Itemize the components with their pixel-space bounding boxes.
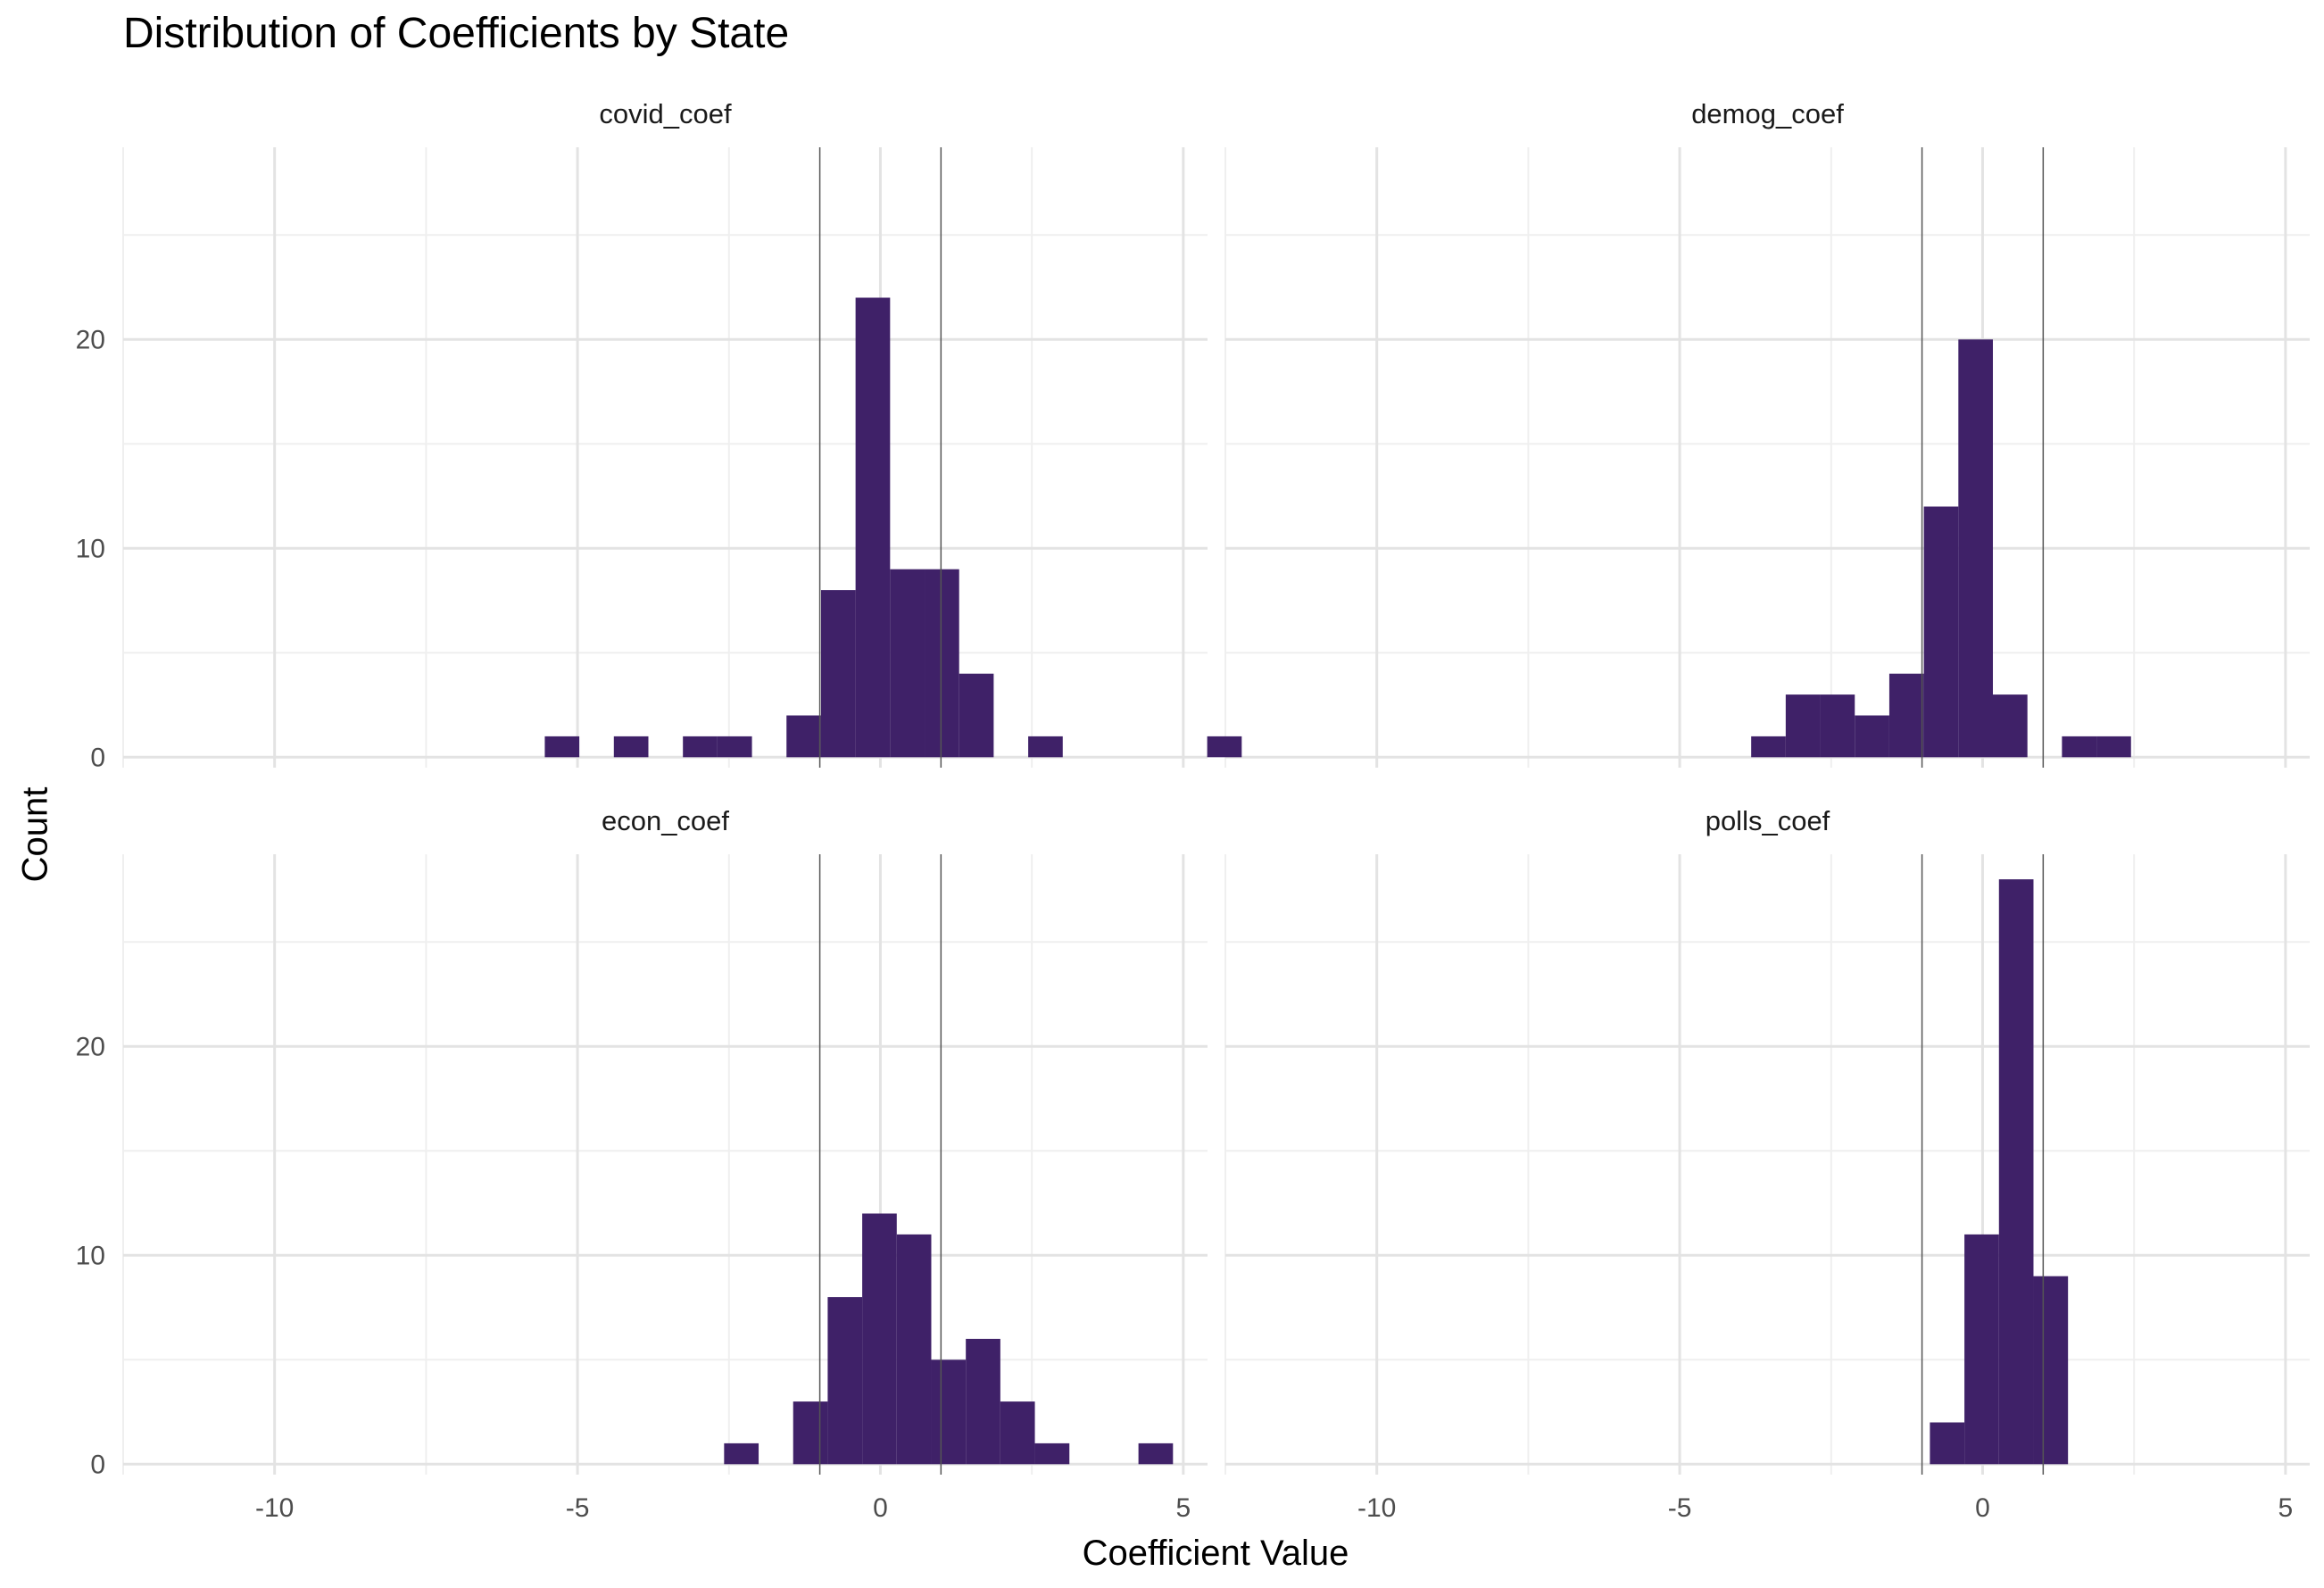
histogram-bar bbox=[2096, 736, 2131, 758]
histogram-bar bbox=[1207, 736, 1242, 758]
y-tick-label: 10 bbox=[76, 534, 105, 563]
histogram-bar bbox=[1958, 339, 1994, 758]
facet-label: demog_coef bbox=[1691, 98, 1844, 129]
histogram-bar bbox=[896, 1234, 932, 1465]
x-tick-label: 0 bbox=[1975, 1493, 1990, 1523]
y-tick-label: 0 bbox=[90, 743, 105, 772]
histogram-bar bbox=[1923, 506, 1959, 758]
histogram-bar bbox=[1964, 1234, 1999, 1465]
histogram-bar bbox=[1138, 1443, 1174, 1465]
histogram-bar bbox=[793, 1401, 828, 1465]
histogram-bar bbox=[1751, 736, 1786, 758]
histogram-bar bbox=[1855, 715, 1889, 758]
histogram-bar bbox=[683, 736, 718, 758]
histogram-bar bbox=[786, 715, 821, 758]
histogram-bar bbox=[2062, 736, 2097, 758]
histogram-bar bbox=[1888, 673, 1924, 758]
histogram-bar bbox=[931, 1359, 967, 1465]
histogram-bar bbox=[959, 673, 994, 758]
x-tick-label: -10 bbox=[1357, 1493, 1396, 1523]
x-tick-label: -10 bbox=[255, 1493, 294, 1523]
y-tick-label: 0 bbox=[90, 1450, 105, 1479]
x-tick-label: -5 bbox=[1668, 1493, 1692, 1523]
histogram-bar bbox=[1930, 1422, 1965, 1465]
chart-title: Distribution of Coefficients by State bbox=[123, 10, 790, 57]
histogram-bar bbox=[2033, 1276, 2069, 1465]
histogram-bar bbox=[1993, 694, 2028, 758]
y-tick-label: 20 bbox=[76, 325, 105, 354]
histogram-bar bbox=[890, 569, 925, 758]
y-tick-label: 10 bbox=[76, 1241, 105, 1270]
facet-label: covid_coef bbox=[599, 98, 732, 129]
histogram-bar bbox=[820, 590, 856, 758]
histogram-bar bbox=[1034, 1443, 1070, 1465]
facet-label: polls_coef bbox=[1706, 805, 1830, 836]
histogram-bar bbox=[1998, 879, 2034, 1465]
histogram-bar bbox=[544, 736, 580, 758]
y-tick-label: 20 bbox=[76, 1032, 105, 1061]
x-tick-label: 5 bbox=[1176, 1493, 1191, 1523]
x-axis-title: Coefficient Value bbox=[1082, 1534, 1349, 1573]
histogram-bar bbox=[966, 1338, 1000, 1465]
x-tick-label: 0 bbox=[873, 1493, 888, 1523]
histogram-bar bbox=[717, 736, 752, 758]
histogram-bar bbox=[1785, 694, 1821, 758]
histogram-bar bbox=[827, 1297, 863, 1465]
x-tick-label: -5 bbox=[566, 1493, 590, 1523]
histogram-bar bbox=[1028, 736, 1063, 758]
x-tick-label: 5 bbox=[2278, 1493, 2294, 1523]
histogram-bar bbox=[724, 1443, 759, 1465]
histogram-bar bbox=[855, 297, 891, 758]
histogram-bar bbox=[1000, 1401, 1035, 1465]
histogram-bar bbox=[1820, 694, 1855, 758]
histogram-bar bbox=[925, 569, 959, 758]
histogram-bar bbox=[862, 1213, 897, 1465]
facet-label: econ_coef bbox=[602, 805, 729, 836]
histogram-bar bbox=[613, 736, 649, 758]
